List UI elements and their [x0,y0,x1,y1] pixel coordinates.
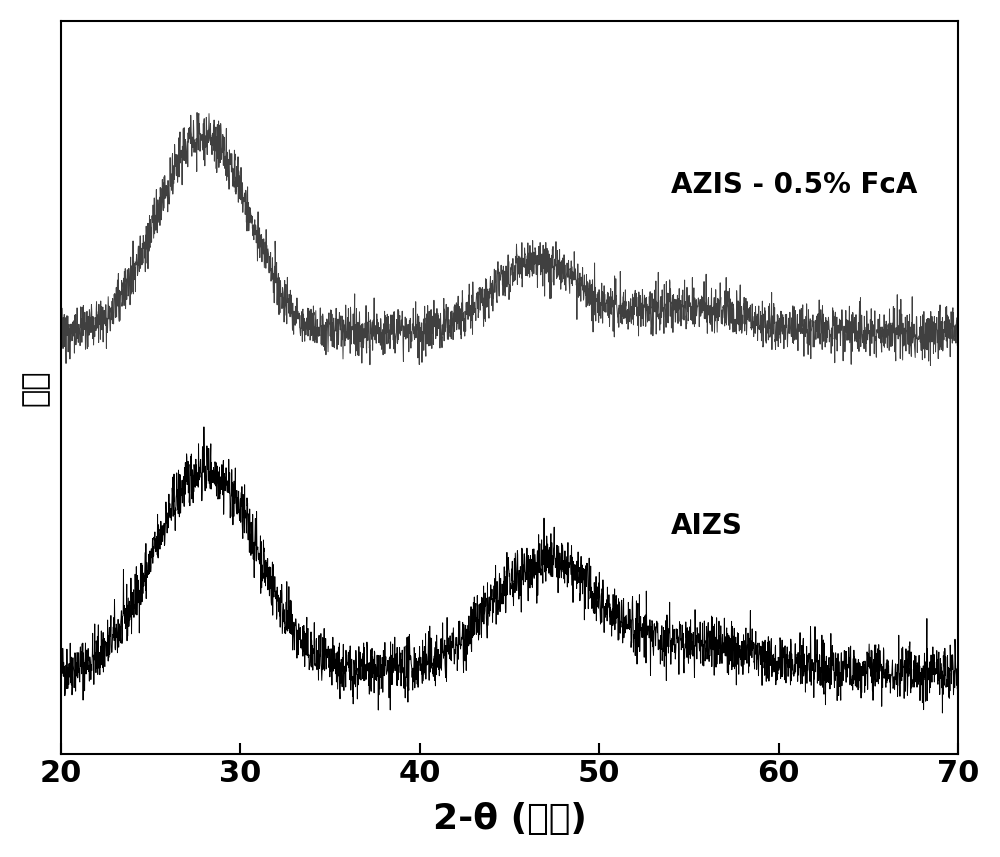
X-axis label: 2-θ (角度): 2-θ (角度) [433,802,586,836]
Y-axis label: 强度: 强度 [21,369,50,406]
Text: AZIS - 0.5% FcA: AZIS - 0.5% FcA [671,171,917,199]
Text: AIZS: AIZS [671,512,743,540]
